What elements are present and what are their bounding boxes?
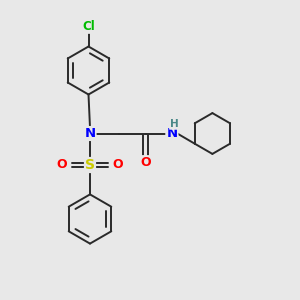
Text: O: O xyxy=(112,158,123,172)
Text: O: O xyxy=(57,158,68,172)
Text: S: S xyxy=(85,158,95,172)
Text: Cl: Cl xyxy=(82,20,95,33)
Text: O: O xyxy=(140,156,151,169)
Text: H: H xyxy=(170,119,179,129)
Text: N: N xyxy=(166,127,178,140)
Text: N: N xyxy=(84,127,96,140)
